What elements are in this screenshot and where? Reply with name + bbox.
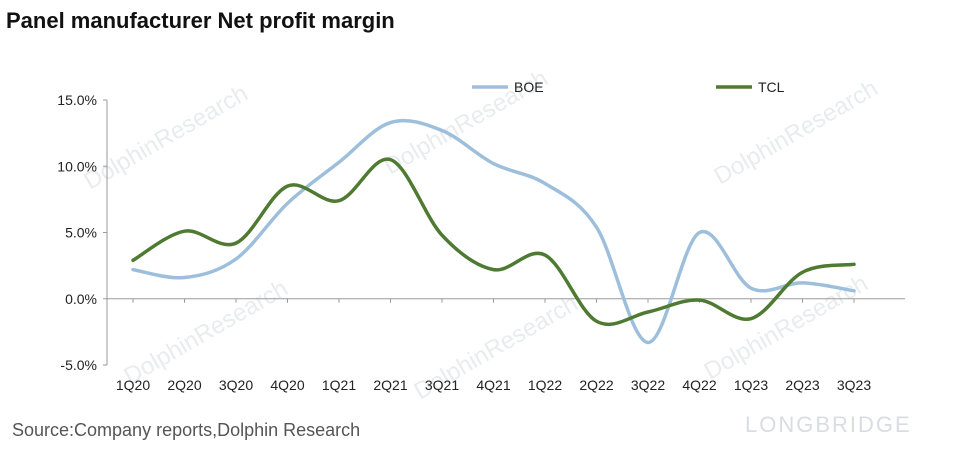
x-tick-label: 2Q23 (785, 377, 819, 393)
axes: 15.0% 10.0% 5.0% 0.0% -5.0% 1Q20 2Q20 3Q20 4Q20 1… (57, 92, 905, 393)
x-tick-label: 1Q21 (322, 377, 356, 393)
x-tick-label: 2Q20 (167, 377, 201, 393)
watermark-text: DolphinResearch (80, 80, 253, 195)
x-tick-label: 3Q22 (631, 377, 665, 393)
watermark-text: DolphinResearch (710, 75, 883, 190)
x-tick-label: 3Q20 (219, 377, 253, 393)
x-tick-label: 3Q21 (425, 377, 459, 393)
x-tick-label: 1Q20 (116, 377, 150, 393)
source-note: Source:Company reports,Dolphin Research (12, 420, 361, 440)
x-tick-label: 2Q21 (373, 377, 407, 393)
x-tick-label: 1Q22 (528, 377, 562, 393)
x-tick-label: 1Q23 (734, 377, 768, 393)
x-tick-label: 2Q22 (579, 377, 613, 393)
series-line-tcl (131, 157, 856, 327)
y-tick-label: 10.0% (57, 158, 97, 174)
y-tick-label: 15.0% (57, 92, 97, 108)
chart-title: Panel manufacturer Net profit margin (6, 8, 395, 33)
x-tick-label: 4Q22 (682, 377, 716, 393)
y-tick-label: -5.0% (60, 357, 97, 373)
y-tick-label: 5.0% (65, 225, 97, 241)
legend-label-boe: BOE (514, 79, 544, 95)
brand-watermark: LONGBRIDGE (745, 412, 912, 437)
watermark-text: DolphinResearch (120, 275, 293, 390)
legend-label-tcl: TCL (758, 79, 785, 95)
x-tick-label: 3Q23 (837, 377, 871, 393)
x-tick-label: 4Q20 (270, 377, 304, 393)
y-tick-label: 0.0% (65, 291, 97, 307)
legend: BOE TCL (472, 79, 785, 95)
series-lines (131, 118, 856, 345)
series-line-boe (131, 118, 856, 345)
x-tick-label: 4Q21 (476, 377, 510, 393)
